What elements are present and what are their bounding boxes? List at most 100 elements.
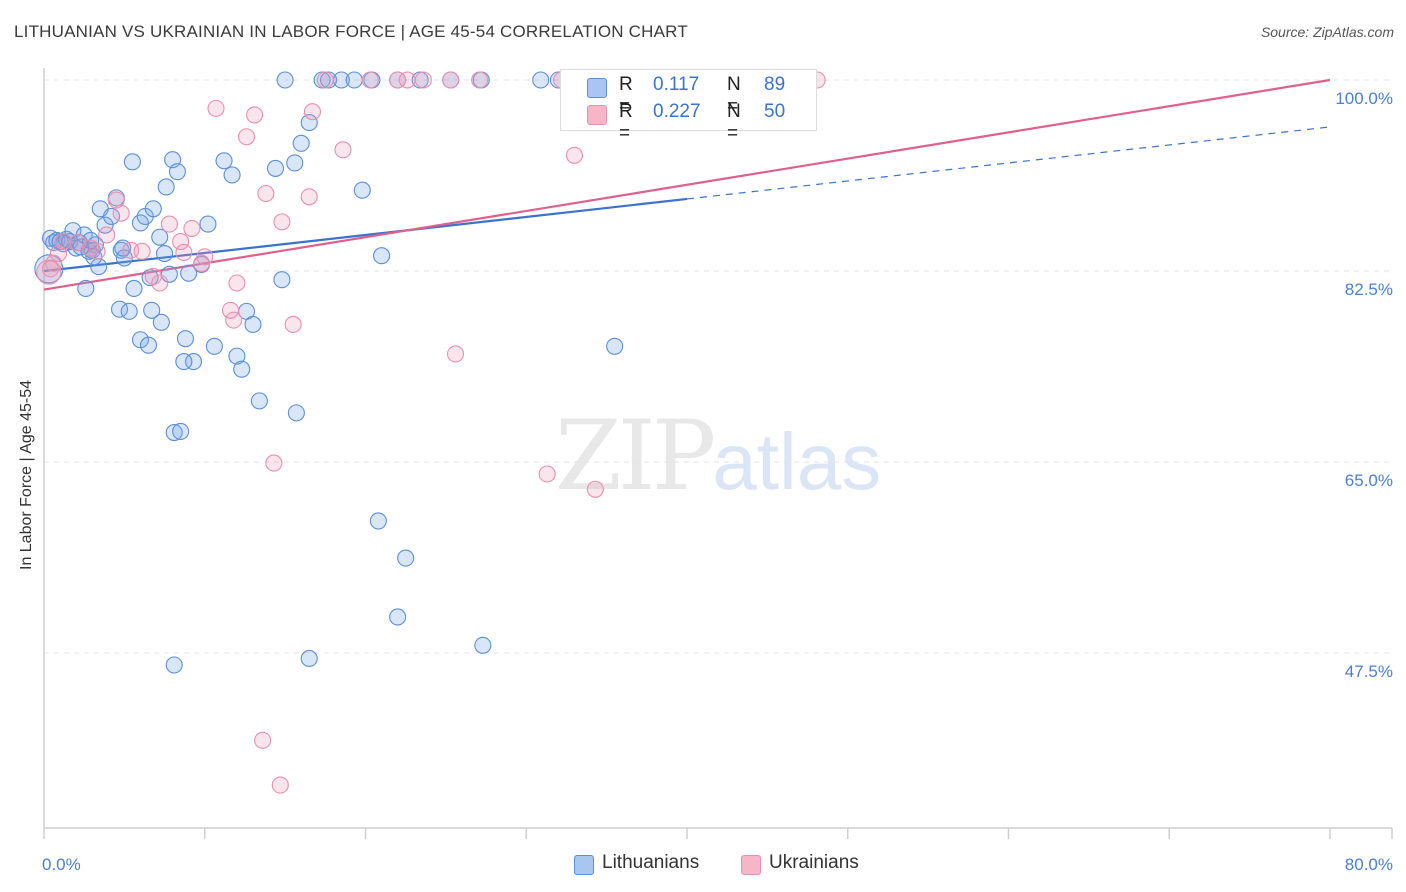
r-label: R =	[619, 101, 633, 144]
point-lithuanian	[345, 71, 363, 89]
point-lithuanian	[244, 315, 262, 334]
legend-swatch-blue	[587, 78, 607, 98]
point-lithuanian	[389, 608, 407, 626]
points-ukrainians	[36, 71, 826, 794]
point-ukrainian-cluster	[36, 259, 62, 285]
legend-swatch-blue	[574, 855, 594, 875]
source-credit: Source: ZipAtlas.com	[1260, 24, 1394, 40]
point-lithuanian	[165, 656, 183, 674]
trend-line-dashed	[686, 126, 1331, 200]
n-value: 89	[764, 74, 786, 95]
point-ukrainian	[300, 188, 318, 206]
series-legend: Lithuanians Ukrainians	[0, 852, 1406, 878]
tick-labels: 47.5% 65.0% 82.5% 100.0% 0.0% 80.0%	[42, 89, 1393, 874]
trend-line-solid	[43, 78, 1331, 291]
point-lithuanian	[143, 301, 161, 319]
point-ukrainian	[246, 106, 264, 124]
legend-label: Ukrainians	[769, 852, 859, 873]
legend-label: Lithuanians	[602, 852, 700, 873]
r-value: 0.227	[653, 101, 701, 122]
point-ukrainian	[446, 345, 465, 363]
trend-ukrainians	[43, 78, 1331, 291]
point-lithuanian	[276, 71, 294, 89]
n-value: 50	[764, 101, 786, 122]
point-ukrainian	[172, 232, 190, 251]
point-ukrainian	[45, 254, 63, 272]
point-lithuanian	[85, 248, 103, 266]
point-ukrainian	[316, 71, 334, 89]
watermark-zip: ZIP	[555, 400, 716, 512]
point-ukrainian	[151, 274, 169, 292]
point-lithuanian	[125, 279, 143, 298]
trend-lithuanians	[43, 126, 1331, 273]
point-ukrainian	[160, 215, 178, 233]
point-lithuanian	[157, 178, 175, 196]
point-lithuanian	[77, 279, 95, 298]
point-lithuanian	[273, 271, 291, 289]
point-lithuanian	[168, 163, 186, 181]
point-ukrainian	[69, 234, 87, 252]
point-lithuanian	[228, 347, 246, 365]
axes	[43, 68, 1393, 839]
r-value: 0.117	[653, 74, 700, 95]
point-lithuanian	[300, 114, 318, 132]
point-ukrainian	[284, 315, 302, 334]
x-tick-label-min: 0.0%	[42, 855, 81, 874]
point-ukrainian	[98, 226, 116, 244]
r-label: R =	[619, 74, 633, 117]
point-ukrainian	[538, 465, 556, 483]
point-lithuanian	[172, 422, 190, 440]
point-ukrainian	[221, 301, 240, 319]
point-ukrainian	[303, 103, 322, 121]
point-ukrainian	[175, 243, 193, 261]
point-lithuanian	[397, 549, 415, 567]
point-lithuanian	[180, 264, 198, 282]
point-ukrainian	[254, 731, 272, 749]
point-lithuanian	[223, 166, 241, 184]
point-lithuanian	[139, 336, 158, 354]
point-lithuanian	[151, 228, 169, 246]
point-lithuanian	[199, 215, 217, 233]
point-ukrainian	[144, 267, 162, 286]
point-lithuanian	[286, 154, 304, 172]
y-tick-label: 65.0%	[1345, 471, 1393, 490]
point-lithuanian	[156, 244, 174, 263]
point-ukrainian	[398, 71, 416, 89]
point-ukrainian	[54, 232, 72, 251]
point-lithuanian	[287, 404, 305, 422]
chart-title: LITHUANIAN VS UKRAINIAN IN LABOR FORCE |…	[14, 22, 688, 41]
point-lithuanian	[606, 337, 624, 355]
y-tick-label: 47.5%	[1345, 662, 1393, 681]
point-lithuanian	[292, 134, 310, 152]
point-lithuanian	[176, 330, 195, 348]
point-lithuanian	[184, 353, 203, 371]
n-label: N =	[727, 101, 741, 144]
point-lithuanian	[353, 181, 371, 199]
point-ukrainian	[586, 480, 604, 498]
point-ukrainian	[207, 99, 225, 117]
x-tick-label-max: 80.0%	[1345, 855, 1393, 874]
point-ukrainian	[271, 776, 289, 794]
point-ukrainian	[196, 248, 214, 266]
point-lithuanian	[205, 337, 223, 355]
point-lithuanian	[152, 313, 170, 331]
point-ukrainian	[442, 71, 460, 89]
point-lithuanian	[120, 302, 138, 320]
point-lithuanian	[102, 207, 121, 225]
point-ukrainian	[88, 242, 106, 260]
watermark: ZIPatlas	[555, 400, 881, 512]
point-ukrainian	[228, 274, 246, 292]
point-ukrainian	[225, 311, 243, 329]
trend-line-solid	[43, 197, 688, 273]
point-lithuanian	[215, 152, 233, 170]
point-lithuanian	[57, 230, 76, 248]
point-lithuanian	[233, 360, 251, 378]
n-label: N =	[727, 74, 741, 117]
point-lithuanian	[90, 258, 108, 276]
point-ukrainian	[565, 146, 584, 164]
point-lithuanian	[123, 153, 141, 171]
point-ukrainian	[112, 204, 130, 222]
point-ukrainian	[273, 213, 291, 231]
point-lithuanian	[532, 71, 550, 89]
point-lithuanian	[266, 159, 285, 177]
